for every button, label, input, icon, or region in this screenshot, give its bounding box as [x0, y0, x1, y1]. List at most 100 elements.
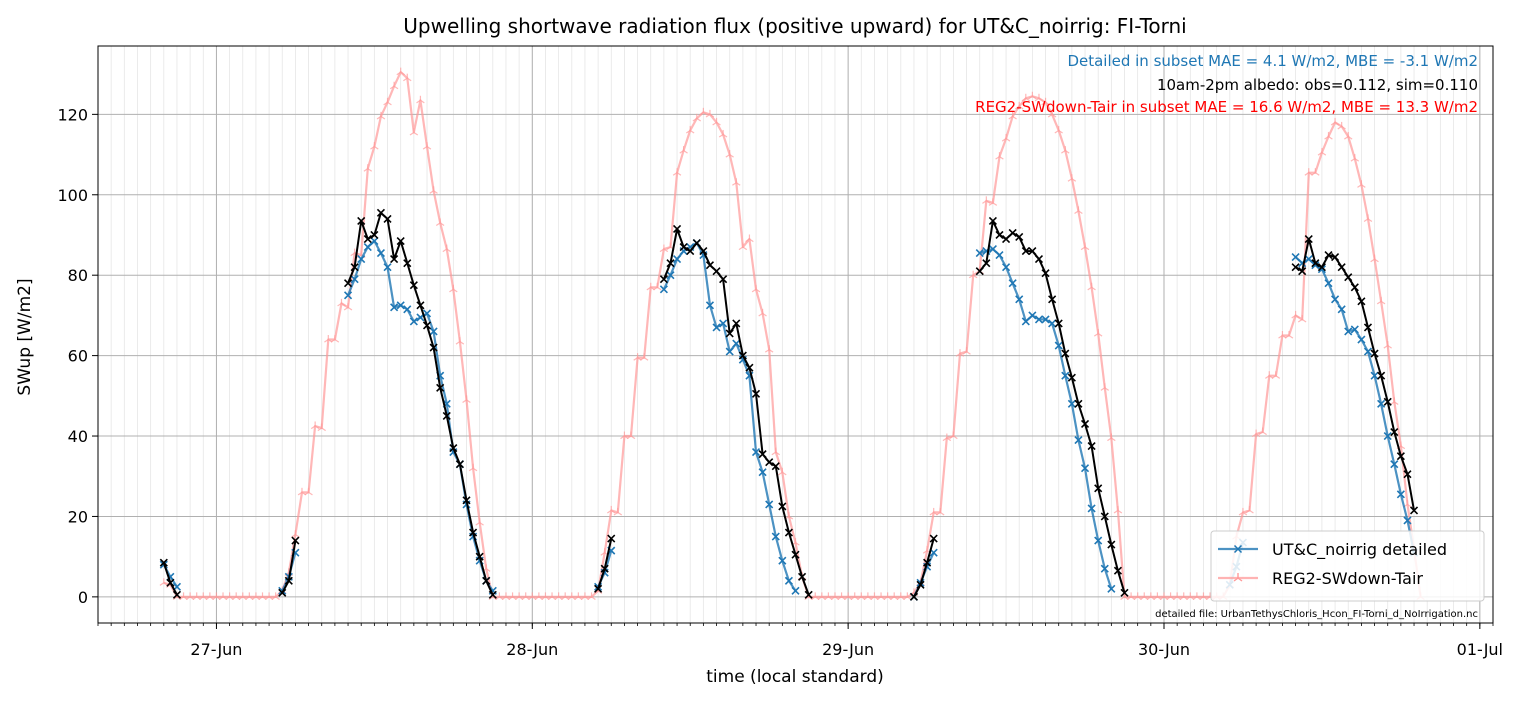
data-point-reg2: [468, 463, 478, 472]
data-point-reg2: [1383, 341, 1392, 349]
data-point-detailed: [1383, 431, 1392, 441]
data-point-observed: [1061, 349, 1070, 358]
x-tick-label: 30-Jun: [1138, 640, 1190, 659]
data-point-observed: [1390, 427, 1399, 437]
data-point-observed: [1298, 267, 1307, 276]
data-point-observed: [1311, 259, 1320, 268]
data-point-reg2: [1330, 117, 1340, 126]
x-tick-label: 01-Jul: [1457, 640, 1503, 659]
series-line-observed: [662, 228, 810, 596]
data-point-reg2: [416, 95, 425, 104]
data-point-detailed: [1015, 295, 1024, 304]
data-point-observed: [1080, 419, 1090, 429]
data-point-observed: [791, 550, 800, 559]
data-point-observed: [376, 208, 386, 217]
data-point-reg2: [1258, 427, 1267, 436]
data-point-observed: [343, 279, 353, 288]
data-point-observed: [909, 592, 919, 601]
data-point-detailed: [429, 327, 438, 336]
data-point-reg2: [607, 505, 616, 514]
data-point-reg2: [422, 142, 432, 150]
data-point-detailed: [396, 301, 405, 310]
data-point-reg2: [363, 164, 373, 172]
data-point-observed: [396, 236, 405, 246]
data-point-detailed: [376, 249, 386, 258]
data-point-reg2: [705, 109, 715, 118]
data-point-detailed: [732, 339, 741, 348]
data-point-observed: [1034, 255, 1044, 264]
data-point-detailed: [995, 251, 1004, 260]
data-point-observed: [284, 576, 293, 585]
data-point-observed: [666, 259, 675, 268]
data-point-reg2: [343, 302, 353, 311]
data-point-detailed: [1337, 305, 1346, 314]
annotation-detailed-stats: Detailed in subset MAE = 4.1 W/m2, MBE =…: [1067, 52, 1478, 70]
data-point-reg2: [653, 282, 662, 291]
data-point-reg2: [718, 129, 728, 138]
data-point-detailed: [705, 301, 715, 310]
data-point-reg2: [1113, 505, 1123, 514]
data-point-observed: [462, 496, 471, 505]
data-point-observed: [1113, 566, 1122, 575]
y-axis-label: SWup [W/m2]: [15, 278, 35, 395]
legend-marker-detailed: [1233, 544, 1243, 554]
data-point-reg2: [1047, 109, 1057, 118]
data-point-reg2: [1107, 433, 1116, 442]
data-point-observed: [429, 343, 438, 352]
data-point-reg2: [685, 125, 695, 134]
data-point-detailed: [1041, 315, 1050, 324]
data-point-reg2: [936, 507, 945, 516]
data-point-detailed: [666, 271, 675, 280]
y-tick-label: 20: [68, 507, 88, 526]
data-point-observed: [699, 247, 708, 256]
y-tick-label: 120: [57, 105, 88, 124]
data-point-reg2: [1061, 146, 1070, 154]
data-point-observed: [1291, 263, 1300, 272]
data-point-observed: [916, 580, 925, 589]
data-point-detailed: [725, 347, 734, 356]
series-observed: [159, 208, 1419, 601]
data-point-observed: [719, 275, 728, 284]
data-point-detailed: [1061, 371, 1070, 380]
data-point-observed: [751, 389, 761, 398]
data-point-detailed: [988, 244, 997, 254]
series-line-observed: [162, 562, 178, 596]
data-point-reg2: [1034, 93, 1044, 102]
data-point-reg2: [626, 431, 636, 440]
data-point-observed: [1002, 234, 1011, 244]
data-point-observed: [1015, 232, 1024, 242]
data-point-observed: [1048, 295, 1057, 304]
data-point-reg2: [1087, 282, 1096, 291]
data-point-observed: [804, 590, 813, 599]
data-point-detailed: [383, 263, 392, 272]
x-axis-label: time (local standard): [706, 667, 884, 687]
data-point-reg2: [1041, 97, 1050, 106]
data-point-observed: [745, 363, 754, 372]
x-tick-label: 29-Jun: [822, 640, 874, 659]
data-point-detailed: [390, 303, 399, 312]
data-point-reg2: [982, 196, 991, 204]
data-point-observed: [705, 261, 715, 270]
data-point-observed: [403, 259, 412, 268]
data-point-detailed: [409, 317, 418, 326]
data-point-reg2: [1014, 101, 1024, 110]
data-point-observed: [692, 238, 701, 248]
data-point-observed: [350, 263, 359, 272]
data-point-reg2: [1291, 310, 1300, 319]
data-point-observed: [357, 216, 366, 225]
data-point-reg2: [317, 423, 326, 432]
data-point-observed: [1021, 247, 1030, 256]
data-point-reg2: [659, 244, 669, 253]
data-point-reg2: [475, 517, 484, 526]
data-point-observed: [1396, 452, 1405, 461]
data-point-detailed: [1067, 399, 1076, 408]
x-axis-ticks: 27-Jun 28-Jun 29-Jun 30-Jun 01-Jul: [97, 623, 1503, 659]
data-point-reg2: [1284, 331, 1294, 339]
x-tick-label: 28-Jun: [506, 640, 558, 659]
data-point-detailed: [1094, 536, 1103, 545]
data-point-observed: [1054, 319, 1063, 328]
data-point-reg2: [995, 152, 1004, 160]
annotation-reg2-stats: REG2-SWdown-Tair in subset MAE = 16.6 W/…: [975, 98, 1478, 116]
data-point-observed: [1120, 588, 1129, 597]
